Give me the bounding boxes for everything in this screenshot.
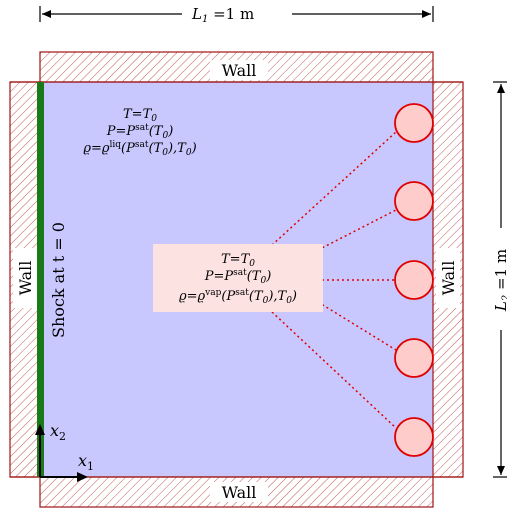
- wall-bottom-label: Wall: [222, 483, 257, 502]
- wall-top-label: Wall: [222, 61, 257, 80]
- bubble-2: [394, 181, 434, 221]
- svg-text:P=Psat(T0): P=Psat(T0): [204, 268, 272, 286]
- wall-top-label-bg: [210, 60, 268, 80]
- width-label: L1 =1 m: [191, 5, 254, 25]
- x2-label: x2: [50, 421, 66, 443]
- svg-text:P=Psat(T0): P=Psat(T0): [106, 123, 174, 141]
- x1-arrowhead: [77, 472, 88, 482]
- coordinate-axes: x2 x1: [35, 421, 94, 482]
- connector-4: [317, 301, 397, 351]
- shock-label: Shock at t = 0: [49, 222, 68, 338]
- wall-left-label-bg: [13, 248, 37, 308]
- x1-label: x1: [78, 451, 94, 473]
- liquid-state-label: T=T0 P=Psat(T0) ϱ=ϱliq(Psat(T0),T0): [83, 107, 196, 158]
- bubble-4: [394, 338, 434, 378]
- shock-line: [37, 82, 44, 477]
- bubble-5: [394, 417, 434, 457]
- svg-text:ϱ=ϱliq(Psat(T0),T0): ϱ=ϱliq(Psat(T0),T0): [83, 140, 196, 158]
- wall-left-label: Wall: [16, 261, 35, 296]
- vapor-state-box: [153, 244, 323, 312]
- height-dimension: L2 =1 m: [492, 81, 507, 478]
- svg-text:T=T0: T=T0: [221, 252, 255, 269]
- wall-right-label: Wall: [439, 261, 458, 296]
- x2-arrowhead: [35, 424, 45, 435]
- bubbles: [271, 103, 434, 457]
- bubble-3: [394, 260, 434, 300]
- svg-text:T=T0: T=T0: [123, 107, 157, 124]
- connector-5: [271, 311, 397, 429]
- wall-right-label-bg: [436, 248, 460, 308]
- width-dimension: L1 =1 m: [39, 5, 434, 25]
- vapor-state-label: T=T0 P=Psat(T0) ϱ=ϱvap(Psat(T0),T0): [179, 252, 297, 306]
- bubble-1: [394, 103, 434, 143]
- wall-bottom-label-bg: [210, 482, 268, 502]
- height-label: L2 =1 m: [492, 249, 507, 312]
- svg-text:ϱ=ϱvap(Psat(T0),T0): ϱ=ϱvap(Psat(T0),T0): [179, 288, 297, 306]
